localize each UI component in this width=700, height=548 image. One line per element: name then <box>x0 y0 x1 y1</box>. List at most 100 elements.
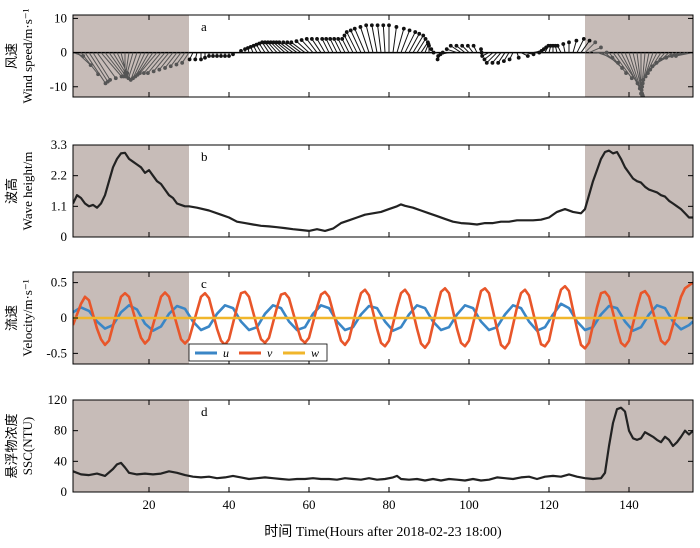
wind-vector-h29 <box>176 52 186 65</box>
ytick-label-a-1: 0 <box>61 45 68 60</box>
wind-vector-head-h91 <box>429 47 434 52</box>
legend-label-u: u <box>223 346 229 360</box>
wind-vector-head-h107 <box>484 60 489 65</box>
xtick-label-3: 80 <box>383 497 396 512</box>
wind-vector-head-h57 <box>281 40 286 45</box>
wind-vector-head-h96 <box>440 50 445 55</box>
wind-vector-head-h86 <box>421 33 426 38</box>
legend: u v w <box>188 343 328 362</box>
shaded-region-b-0 <box>73 145 189 237</box>
wind-vector-head-h83 <box>407 28 412 33</box>
wind-vector-h140 <box>628 52 644 96</box>
wind-vector-head-h36 <box>211 54 215 58</box>
wind-vector-h30 <box>181 52 190 64</box>
wind-vector-head-h79 <box>381 23 386 28</box>
wind-vector-head-h73 <box>348 28 353 33</box>
wind-vector-h22 <box>139 52 158 74</box>
wind-vector-head-h154 <box>664 55 669 60</box>
wind-vector-head-h39 <box>223 54 227 58</box>
wind-vector-head-h28 <box>168 64 173 69</box>
wind-vector-head-h112 <box>516 55 521 60</box>
ylabel-en-c: Velocity/m·s⁻¹ <box>20 279 35 356</box>
wind-vector-h83 <box>400 30 411 53</box>
wind-vector-head-h55 <box>274 40 279 45</box>
wind-vector-head-h59 <box>289 40 294 45</box>
wind-vector-h27 <box>164 52 178 69</box>
wind-vector-head-h40 <box>227 54 231 58</box>
wind-vector-head-h143 <box>639 91 643 96</box>
wind-vector-h20 <box>134 52 150 77</box>
wind-vector-head-h92 <box>431 50 436 55</box>
wind-vector-head-h51 <box>263 40 267 45</box>
wind-vector-head-h100 <box>460 43 465 48</box>
wind-vector-head-h98 <box>448 43 453 48</box>
wind-vector-head-h144 <box>639 88 644 93</box>
wind-vector-head-h50 <box>260 40 265 45</box>
ytick-label-c-2: 0.5 <box>51 275 67 290</box>
wind-vector-head-h29 <box>174 62 179 67</box>
wind-vector-h65 <box>321 38 330 53</box>
wind-vector-h128 <box>580 40 590 53</box>
wind-vector-head-h58 <box>285 40 290 45</box>
wind-vector-h50 <box>261 42 270 53</box>
wind-vector-head-h41 <box>231 52 235 57</box>
wind-vector-h77 <box>371 25 378 53</box>
wind-vector-head-h69 <box>336 37 341 41</box>
wind-vector-head-h54 <box>271 40 276 45</box>
wind-vector-h64 <box>316 38 326 53</box>
wind-vector-head-h31 <box>187 57 192 62</box>
wind-vector-h66 <box>325 38 334 53</box>
wind-vector-head-h111 <box>507 57 512 62</box>
ylabel-d: 悬浮物浓度SSC(NTU) <box>4 413 35 478</box>
panel-letter-b: b <box>201 149 208 164</box>
wind-vector-h72 <box>346 31 358 53</box>
axes-frame-b <box>72 144 694 238</box>
wind-vector-head-h104 <box>479 50 484 55</box>
wind-vector-head-h84 <box>413 30 418 34</box>
ytick-label-c-0: -0.5 <box>46 345 67 360</box>
wind-vector-h156 <box>675 52 693 57</box>
wind-vector-h71 <box>344 35 354 53</box>
wind-vector-h2 <box>76 52 92 66</box>
wind-vector-h127 <box>576 38 585 53</box>
wind-vector-h7 <box>96 52 117 79</box>
ylabel-cn-c: 流速 <box>4 305 19 331</box>
legend-label-w: w <box>311 346 319 360</box>
wind-vector-head-h81 <box>394 25 399 29</box>
ytick-label-b-0: 0 <box>61 229 68 244</box>
xtick-label-5: 120 <box>539 497 559 512</box>
panel-letter-c: c <box>201 276 207 291</box>
ytick-label-b-1: 1.1 <box>51 198 67 213</box>
wind-vector-h54 <box>273 41 286 53</box>
wind-vector-head-h103 <box>479 47 483 52</box>
wind-vector-head-h147 <box>641 78 646 82</box>
wind-vector-head-h155 <box>670 54 674 58</box>
wind-vector-h25 <box>153 52 170 72</box>
shaded-region-a-0 <box>73 15 189 97</box>
wind-vector-head-h87 <box>423 37 428 41</box>
wind-vector-head-h124 <box>561 42 566 46</box>
wind-vector-h17 <box>127 52 138 79</box>
plot-area-c <box>73 281 693 350</box>
ytick-label-d-1: 40 <box>54 453 67 468</box>
wind-vector-h68 <box>333 38 342 53</box>
wind-vector-head-h49 <box>257 41 262 46</box>
wind-vector-h130 <box>588 46 602 54</box>
wind-vector-h79 <box>382 25 386 53</box>
wind-vector-head-h72 <box>344 30 349 34</box>
xtick-label-2: 60 <box>303 497 316 512</box>
series-line-d-SSC <box>73 406 693 482</box>
wind-vector-head-h6 <box>108 78 112 82</box>
wind-vector-head-h80 <box>387 23 391 28</box>
wind-vector-head-h68 <box>332 37 337 41</box>
wind-vector-h135 <box>608 52 627 74</box>
wind-vector-head-h70 <box>340 37 345 41</box>
wind-vector-head-h77 <box>369 23 374 28</box>
wind-vector-h75 <box>359 26 370 53</box>
wind-vector-head-h7 <box>113 76 118 81</box>
wind-vector-h139 <box>624 52 643 94</box>
wind-vector-head-h66 <box>324 37 329 41</box>
wind-vector-head-h53 <box>268 40 273 45</box>
wind-vector-h4 <box>84 52 106 84</box>
